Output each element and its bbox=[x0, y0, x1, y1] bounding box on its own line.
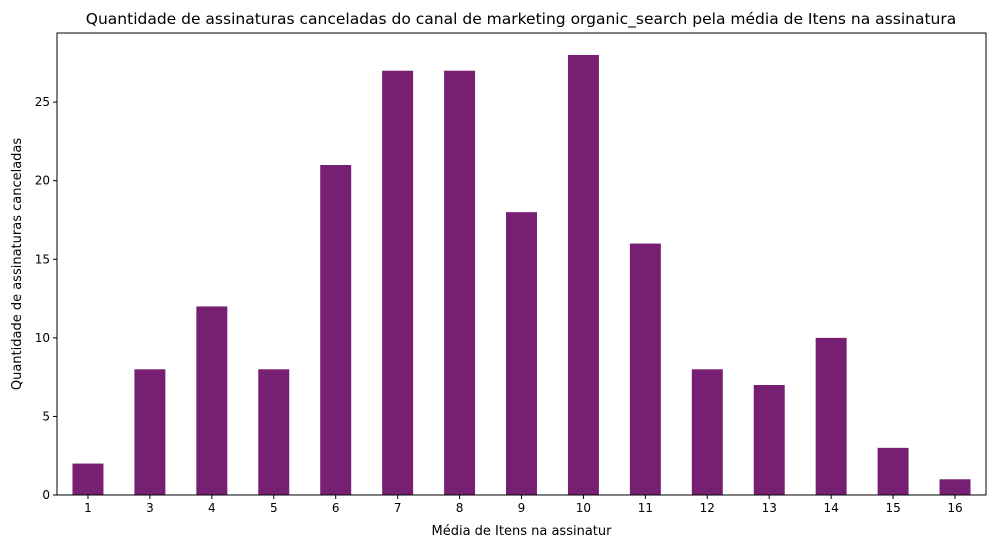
y-tick-label: 0 bbox=[42, 488, 50, 502]
x-tick-label: 1 bbox=[84, 501, 92, 515]
x-tick-label: 4 bbox=[208, 501, 216, 515]
y-tick-label: 20 bbox=[35, 174, 50, 188]
bar-10 bbox=[567, 55, 599, 495]
bars-group bbox=[72, 55, 971, 495]
bar-15 bbox=[877, 447, 909, 495]
bar-7 bbox=[382, 70, 414, 495]
plot-frame bbox=[56, 32, 987, 496]
x-tick-label: 10 bbox=[576, 501, 591, 515]
x-tick-label: 7 bbox=[394, 501, 402, 515]
x-tick-label: 16 bbox=[947, 501, 962, 515]
y-tick-label: 25 bbox=[35, 95, 50, 109]
bar-1 bbox=[72, 463, 104, 495]
bar-16 bbox=[939, 479, 971, 495]
x-tick-label: 9 bbox=[518, 501, 526, 515]
x-tick-label: 15 bbox=[885, 501, 900, 515]
bar-14 bbox=[815, 337, 847, 495]
bar-12 bbox=[691, 369, 723, 495]
x-tick-label: 8 bbox=[456, 501, 464, 515]
x-tick-label: 12 bbox=[700, 501, 715, 515]
y-tick-label: 10 bbox=[35, 331, 50, 345]
bar-9 bbox=[506, 212, 537, 495]
x-tick-label: 11 bbox=[638, 501, 653, 515]
x-tick-label: 13 bbox=[762, 501, 777, 515]
bar-5 bbox=[258, 369, 290, 495]
y-tick-label: 15 bbox=[35, 252, 50, 266]
y-tick-label: 5 bbox=[42, 409, 50, 423]
bar-13 bbox=[753, 385, 785, 495]
bar-6 bbox=[320, 165, 352, 495]
chart-title: Quantidade de assinaturas canceladas do … bbox=[86, 10, 956, 29]
y-axis-label: Quantidade de assinaturas canceladas bbox=[10, 138, 25, 391]
bar-8 bbox=[444, 70, 476, 495]
bar-4 bbox=[196, 306, 228, 495]
x-axis-label: Média de Itens na assinatur bbox=[432, 524, 613, 539]
bar-3 bbox=[134, 369, 166, 495]
x-tick-label: 6 bbox=[332, 501, 340, 515]
x-axis: 1 3 4 5 6 7 8 9 10 11 12 13 14 15 16 bbox=[84, 495, 963, 515]
bar-11 bbox=[629, 243, 661, 495]
x-tick-label: 14 bbox=[824, 501, 839, 515]
y-axis: 0 5 10 15 20 25 bbox=[35, 95, 57, 502]
x-tick-label: 3 bbox=[146, 501, 154, 515]
x-tick-label: 5 bbox=[270, 501, 278, 515]
